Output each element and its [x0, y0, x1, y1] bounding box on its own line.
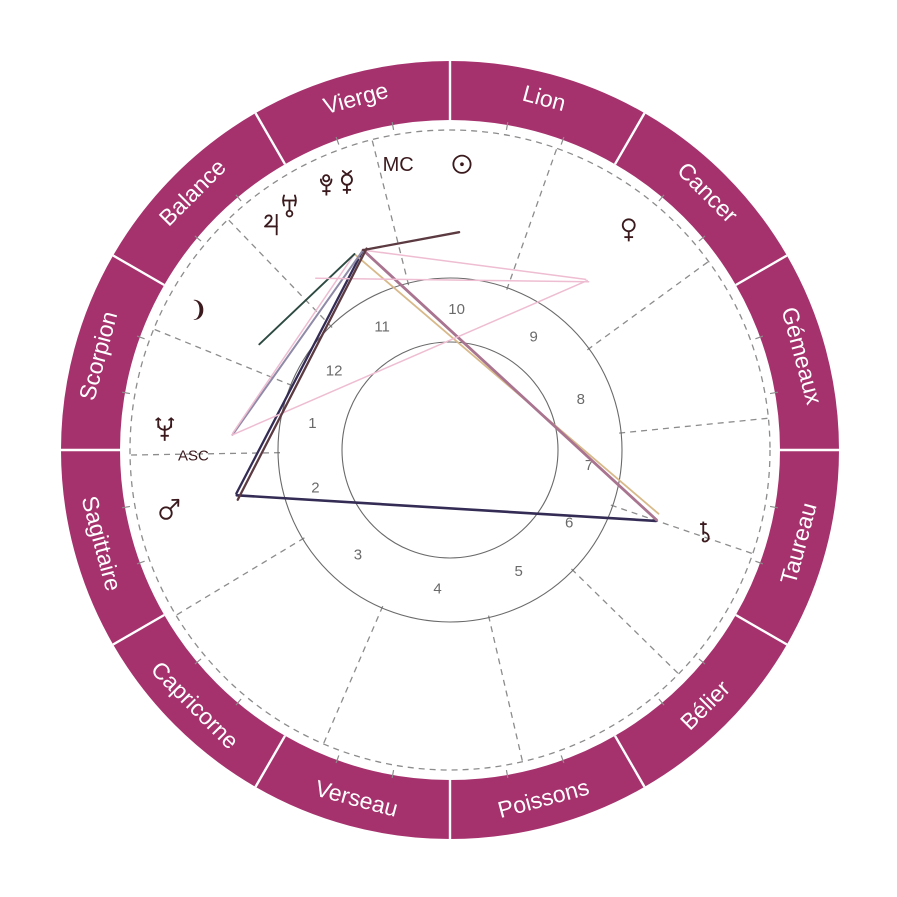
svg-text:12: 12	[326, 362, 343, 379]
svg-text:MC: MC	[383, 154, 414, 176]
svg-text:9: 9	[529, 329, 537, 346]
svg-text:8: 8	[577, 391, 585, 408]
svg-text:10: 10	[448, 301, 465, 318]
svg-text:5: 5	[514, 563, 522, 580]
svg-text:2: 2	[311, 480, 319, 497]
svg-text:ASC: ASC	[178, 447, 209, 464]
svg-text:3: 3	[354, 546, 362, 563]
svg-text:1: 1	[308, 415, 316, 432]
svg-text:4: 4	[433, 580, 441, 597]
svg-text:11: 11	[374, 319, 390, 336]
